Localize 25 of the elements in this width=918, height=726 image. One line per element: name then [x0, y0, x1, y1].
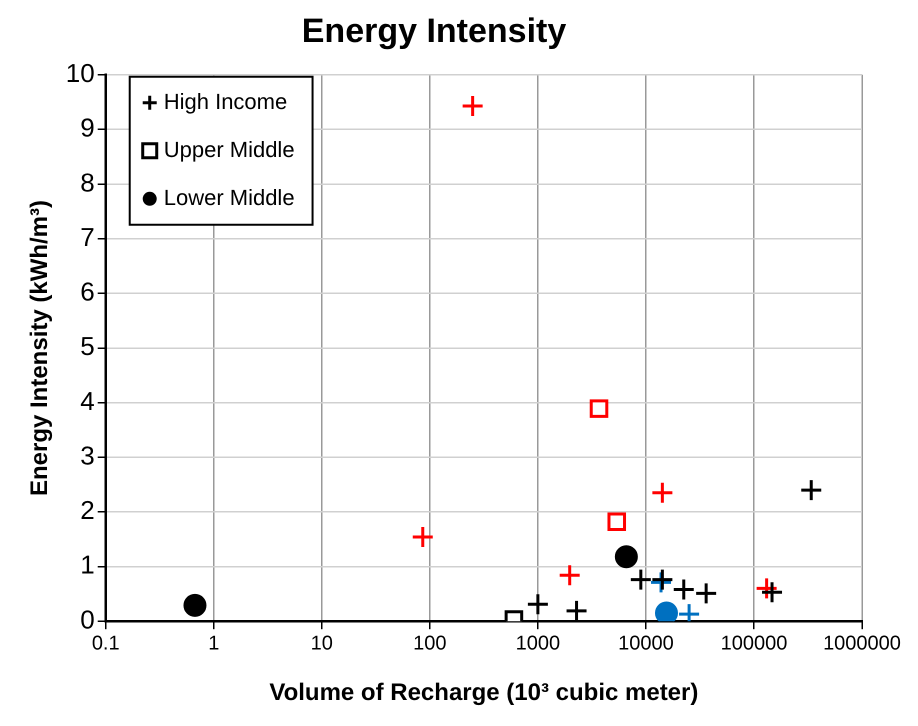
x-tick-label: 1	[208, 632, 220, 655]
y-tick-label: 5	[80, 331, 95, 362]
y-tick-label: 6	[80, 276, 95, 307]
x-tick-label: 0.1	[92, 632, 120, 655]
y-tick-label: 3	[80, 440, 95, 470]
y-tick-label: 9	[80, 112, 95, 143]
x-tick-label: 100000	[720, 632, 788, 655]
y-tick-label: 7	[80, 222, 95, 252]
legend-label: Upper Middle	[164, 136, 295, 162]
y-tick-label: 0	[80, 604, 95, 634]
x-tick-label: 10000	[618, 632, 674, 655]
legend-label: Lower Middle	[164, 184, 295, 210]
y-tick-label: 8	[80, 167, 95, 198]
y-tick-label: 4	[80, 386, 95, 416]
x-axis-title: Volume of Recharge (10³ cubic meter)	[269, 679, 698, 706]
x-tick-label: 1000000	[823, 632, 901, 655]
x-tick-label: 100	[413, 632, 447, 655]
y-tick-label: 10	[66, 58, 95, 88]
x-tick-label: 10	[310, 632, 333, 655]
y-tick-label: 2	[80, 495, 95, 526]
y-axis-title: Energy Intensity (kWh/m³)	[26, 200, 54, 496]
chart-title: Energy Intensity	[302, 12, 566, 50]
legend-label: High Income	[164, 88, 288, 114]
x-tick-label: 1000	[516, 632, 560, 655]
y-tick-label: 1	[80, 550, 95, 580]
